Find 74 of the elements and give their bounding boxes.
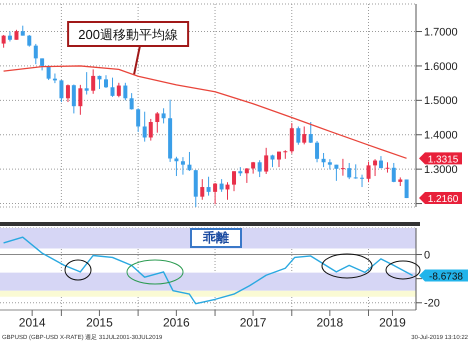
- x-tick-label: 2016: [163, 316, 190, 330]
- annotation: 200週移動平均線: [78, 27, 178, 42]
- x-tick-label: 2018: [316, 316, 344, 330]
- annotation: -8.6738: [429, 271, 464, 282]
- candlestick: [91, 68, 96, 94]
- candlestick: [116, 82, 121, 98]
- candlestick: [180, 156, 185, 176]
- candlestick: [136, 108, 140, 132]
- candlestick: [244, 168, 249, 184]
- candlestick: [264, 147, 268, 174]
- candlestick: [258, 160, 262, 178]
- candlestick: [226, 182, 230, 200]
- candlestick: [142, 111, 147, 142]
- candlestick: [34, 43, 38, 65]
- candlestick: [110, 77, 115, 98]
- candlestick: [315, 140, 320, 163]
- candlestick: [187, 151, 192, 172]
- candlestick: [97, 75, 102, 90]
- candlestick: [46, 64, 51, 81]
- candlestick: [385, 162, 390, 174]
- candlestick: [277, 151, 281, 168]
- x-tick-label: 2019: [379, 316, 406, 330]
- candlestick: [366, 161, 371, 183]
- candlestick: [290, 122, 294, 154]
- candlestick: [373, 158, 378, 177]
- candlestick: [251, 161, 256, 174]
- y-tick-label: 1.7000: [424, 26, 458, 38]
- candlestick: [148, 118, 153, 142]
- y-tick-label: 1.5000: [424, 95, 458, 108]
- candlestick: [378, 156, 383, 169]
- y-tick-label: 0: [424, 249, 430, 262]
- candlestick: [72, 84, 76, 114]
- candlestick: [322, 152, 326, 168]
- candlestick: [52, 73, 57, 84]
- x-tick-label: 2015: [86, 316, 114, 330]
- y-tick-label: -20: [424, 298, 440, 310]
- candlestick: [392, 162, 396, 183]
- candlestick: [78, 84, 82, 116]
- candlestick: [308, 122, 313, 144]
- x-tick-label: 2014: [18, 316, 46, 330]
- candlestick: [206, 176, 211, 196]
- candlestick: [66, 84, 70, 103]
- candlestick: [340, 158, 345, 176]
- candlestick: [296, 126, 300, 146]
- candlestick: [27, 34, 32, 48]
- candlestick: [59, 80, 64, 103]
- annotation: 1.2160: [428, 194, 459, 206]
- candlestick: [302, 126, 306, 145]
- candlestick: [123, 82, 128, 101]
- y-tick-label: 1.6000: [424, 60, 458, 73]
- candlestick: [14, 29, 18, 40]
- candlestick: [155, 112, 160, 134]
- candlestick: [40, 58, 44, 71]
- candlestick: [174, 156, 178, 177]
- candlestick: [270, 154, 274, 168]
- candlestick: [2, 34, 6, 48]
- y-tick-label: 1.3000: [424, 164, 458, 176]
- candlestick: [104, 74, 108, 88]
- candlestick: [347, 162, 352, 180]
- candlestick: [354, 164, 358, 180]
- candlestick: [200, 178, 204, 200]
- annotation: 1.3315: [428, 154, 459, 166]
- x-tick-label: 2017: [240, 316, 267, 330]
- candlestick: [360, 174, 364, 188]
- candlestick: [213, 182, 218, 205]
- chart-title: 乖離: [190, 228, 242, 248]
- candlestick: [232, 170, 236, 192]
- candlestick: [334, 164, 338, 182]
- candlestick: [283, 150, 288, 160]
- candlestick: [130, 92, 134, 110]
- y-tick-label: 1.4000: [424, 130, 458, 142]
- candlestick: [8, 31, 12, 42]
- candlestick: [220, 178, 224, 192]
- candlestick: [162, 108, 166, 124]
